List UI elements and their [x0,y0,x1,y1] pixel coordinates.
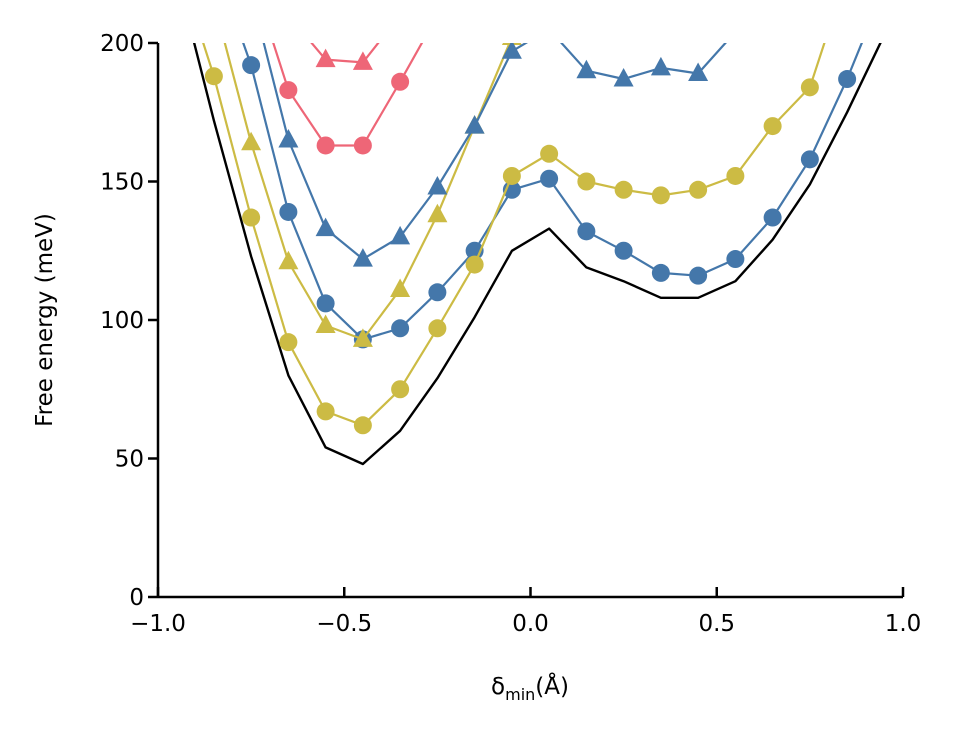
data-point [352,51,373,70]
data-point [838,70,857,89]
data-point [353,416,372,435]
data-point [242,56,261,75]
y-tick-label: 50 [115,447,144,473]
data-point [464,115,485,134]
data-point [501,43,522,59]
ticks-layer: −1.0 −0.5 0.0 0.5 1.0 0 50 100 150 200 [100,31,921,637]
data-point [651,186,670,205]
data-point [689,266,708,285]
data-point [428,283,447,302]
data-point [428,6,446,24]
data-point [539,18,559,37]
data-point [352,248,373,267]
data-point [465,255,484,274]
series-blue-triangles [241,0,745,267]
data-point [242,208,261,227]
data-point [540,169,559,188]
data-point [428,319,447,338]
series-line [223,43,511,341]
data-point [689,180,708,199]
data-point [315,48,336,68]
x-axis-title-subscript: min [505,685,535,704]
data-point [763,208,782,227]
data-point [315,217,336,237]
x-tick-label: 1.0 [885,611,922,637]
series-red-circles [272,6,446,155]
data-point [763,117,782,136]
data-point [204,67,223,86]
data-point [204,0,224,9]
data-point [390,225,411,245]
data-point [352,328,373,347]
series-line [310,43,380,64]
data-point [278,4,298,23]
data-point [726,250,745,269]
data-point [391,72,410,91]
data-point [540,144,559,163]
data-point [241,131,262,151]
x-tick-label: 0.0 [512,611,549,637]
x-axis-title: δmin(Å) [491,672,569,704]
data-point [688,62,709,81]
data-point [279,81,298,100]
series-red-triangles [278,4,410,70]
data-point [278,250,299,270]
data-point [577,172,596,191]
data-point [279,202,298,221]
x-axis-title-unit: (Å) [535,672,569,700]
data-point [539,18,559,37]
data-point [241,0,261,1]
x-tick-label: 0.5 [698,611,735,637]
data-point [650,56,671,76]
x-tick-label: −1.0 [130,611,186,637]
data-point [614,241,633,260]
data-point [353,136,372,155]
data-point [651,263,670,282]
data-point [316,136,335,155]
x-axis-title-symbol: δ [491,674,505,700]
y-tick-label: 150 [100,170,144,196]
data-point [316,402,335,421]
data-point [800,150,819,169]
y-tick-label: 100 [100,308,144,334]
series-line [272,43,424,147]
data-point [278,129,299,148]
data-point [391,380,410,399]
y-tick-label: 200 [100,31,144,57]
data-point [315,314,336,333]
series-layer [192,0,882,466]
data-point [390,4,410,23]
series-line [192,43,882,466]
series-line [242,43,863,341]
data-point [390,278,411,297]
series-yellow-circles-lower [202,43,826,435]
data-point [427,176,448,195]
data-point [427,203,448,223]
data-point [576,59,597,79]
data-point [725,21,745,40]
data-point [391,319,410,338]
y-tick-label: 0 [129,585,144,611]
data-point [577,222,596,241]
data-point [316,294,335,313]
data-point [800,78,819,97]
series-line [202,43,826,427]
series-black-reference [192,43,882,466]
data-point [726,166,745,185]
y-axis-title: Free energy (meV) [32,213,58,427]
data-point [501,43,522,45]
data-point [613,68,634,87]
x-tick-label: −0.5 [316,611,372,637]
data-point [614,180,633,199]
axes-layer [156,43,903,599]
data-point [502,166,521,185]
data-point [279,333,298,352]
